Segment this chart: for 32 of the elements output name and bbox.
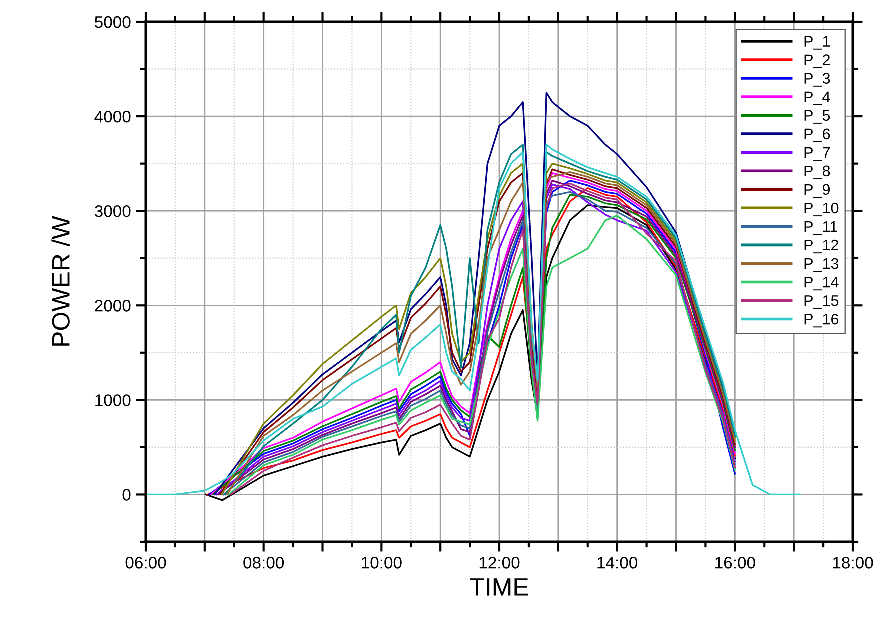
legend-label: P_2 xyxy=(804,54,830,68)
legend-label: P_12 xyxy=(804,240,838,254)
x-tick-label: 08:00 xyxy=(244,557,284,569)
x-tick-label: 16:00 xyxy=(716,557,756,569)
y-tick-label: 0 xyxy=(122,489,131,501)
legend-label: P_7 xyxy=(804,147,830,161)
legend-label: P_5 xyxy=(804,110,830,124)
x-tick-label: 18:00 xyxy=(833,557,873,569)
x-tick-label: 06:00 xyxy=(126,557,166,569)
y-tick-label: 4000 xyxy=(94,110,131,123)
x-tick-label: 14:00 xyxy=(598,557,638,569)
y-tick-label: 3000 xyxy=(94,205,131,218)
y-tick-label: 2000 xyxy=(95,300,131,312)
legend-label: P_6 xyxy=(804,128,830,142)
legend-label: P_9 xyxy=(804,184,830,198)
legend-label: P_4 xyxy=(804,92,830,106)
x-axis-title: TIME xyxy=(470,578,528,596)
legend-label: P_13 xyxy=(804,258,839,272)
legend-label: P_10 xyxy=(804,202,839,217)
legend-label: P_15 xyxy=(804,296,839,310)
legend-label: P_3 xyxy=(804,73,830,87)
legend-label: P_11 xyxy=(804,222,838,236)
y-axis-title: POWER /W xyxy=(52,216,70,346)
x-tick-label: 12:00 xyxy=(480,557,520,569)
legend-label: P_16 xyxy=(804,314,839,328)
legend-label: P_8 xyxy=(804,166,830,180)
y-tick-label: 5000 xyxy=(95,16,131,28)
line-series xyxy=(146,144,801,496)
x-tick-label: 10:00 xyxy=(362,557,402,569)
y-tick-label: 1000 xyxy=(96,394,131,406)
legend-label: P_1 xyxy=(804,36,830,50)
legend-label: P_14 xyxy=(804,277,839,291)
